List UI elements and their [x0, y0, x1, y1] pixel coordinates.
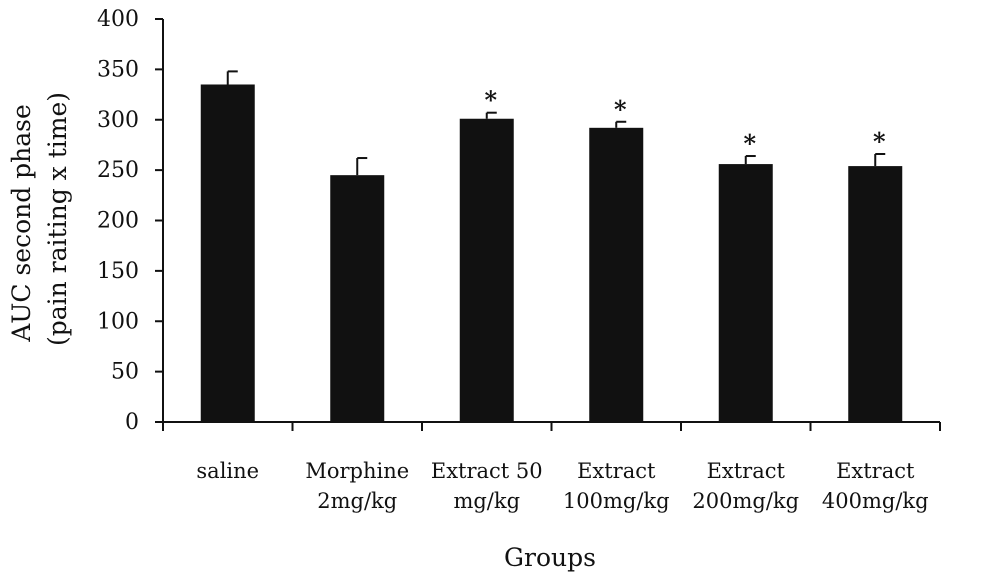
y-axis-title-line-2: (pain raiting x time): [43, 92, 72, 346]
category-label-line: Extract: [577, 459, 656, 483]
category-label-line: Extract: [707, 459, 786, 483]
y-tick-label: 200: [97, 209, 139, 234]
y-tick-label: 350: [97, 57, 139, 82]
bar: [330, 175, 385, 422]
category-label-line: 400mg/kg: [822, 489, 929, 513]
y-tick-label: 150: [97, 259, 139, 284]
category-label: Extract 400mg/kg: [822, 459, 929, 513]
bar: [459, 118, 514, 423]
category-label-line: Extract: [836, 459, 915, 483]
category-label: saline: [196, 459, 259, 483]
category-label-line: 2mg/kg: [317, 489, 397, 513]
significance-marker: *: [873, 127, 886, 156]
x-axis: [162, 421, 941, 431]
category-label: Morphine 2mg/kg: [305, 459, 409, 513]
significance-marker: *: [614, 95, 627, 124]
category-label: Extract 200mg/kg: [692, 459, 799, 513]
category-label-line: 200mg/kg: [692, 489, 799, 513]
y-tick-label: 400: [97, 7, 139, 32]
category-label: Extract 100mg/kg: [563, 459, 670, 513]
category-label-line: Morphine: [305, 459, 409, 483]
y-tick-label: 250: [97, 158, 139, 183]
y-axis-title: AUC second phase (pain raiting x time): [7, 92, 72, 346]
y-tick-label: 300: [97, 108, 139, 133]
bar: [718, 164, 773, 422]
category-label-line: Extract 50: [431, 459, 543, 483]
category-label: Extract 50 mg/kg: [431, 459, 543, 513]
x-axis-title: Groups: [504, 543, 596, 572]
category-label-line: saline: [196, 459, 259, 483]
category-label-line: mg/kg: [453, 489, 520, 513]
significance-marker: *: [743, 129, 756, 158]
y-axis-title-line-1: AUC second phase: [7, 104, 36, 343]
y-axis: 0 50 100 150 200 250 300 350 400: [97, 7, 164, 435]
bar: [848, 166, 903, 422]
y-tick-label: 50: [111, 360, 139, 385]
bar: [200, 84, 255, 423]
category-label-line: 100mg/kg: [563, 489, 670, 513]
y-tick-label: 0: [125, 410, 139, 435]
bars: * * * *: [200, 70, 903, 423]
y-tick-label: 100: [97, 309, 139, 334]
bar: [589, 127, 644, 422]
significance-marker: *: [484, 86, 497, 115]
